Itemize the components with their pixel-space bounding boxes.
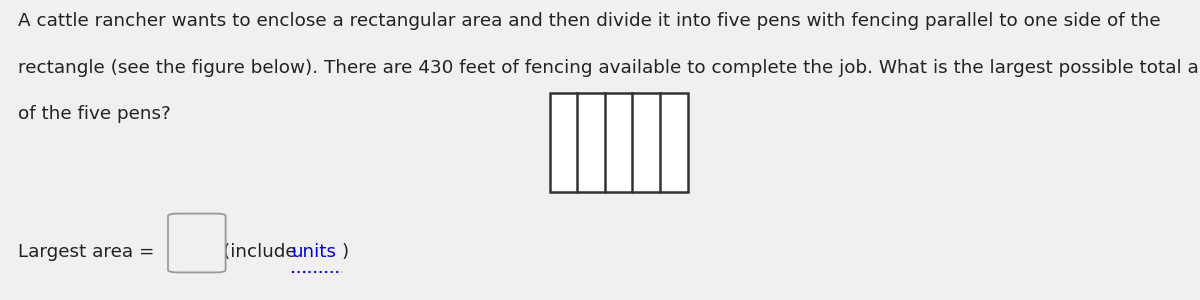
- Text: A cattle rancher wants to enclose a rectangular area and then divide it into fiv: A cattle rancher wants to enclose a rect…: [18, 12, 1160, 30]
- Text: (include: (include: [223, 243, 302, 261]
- Text: ): ): [342, 243, 349, 261]
- Text: Largest area =: Largest area =: [18, 243, 155, 261]
- Bar: [550, 93, 688, 192]
- Text: of the five pens?: of the five pens?: [18, 105, 170, 123]
- Text: rectangle (see the figure below). There are 430 feet of fencing available to com: rectangle (see the figure below). There …: [18, 58, 1200, 76]
- Bar: [550, 93, 688, 192]
- FancyBboxPatch shape: [168, 214, 226, 272]
- Text: units: units: [292, 243, 336, 261]
